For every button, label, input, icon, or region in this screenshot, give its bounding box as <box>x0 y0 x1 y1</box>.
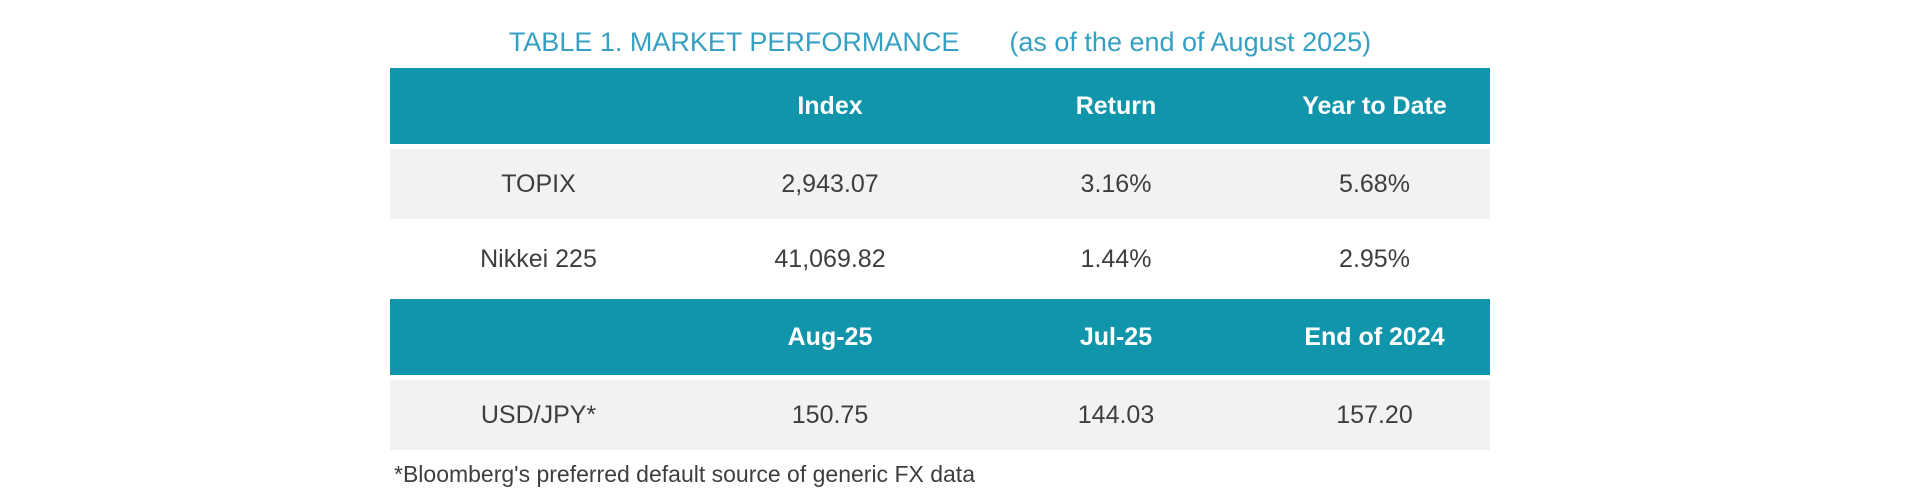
cell-usdjpy-end2024: 157.20 <box>1259 380 1490 450</box>
fx-header-row: Aug-25 Jul-25 End of 2024 <box>390 299 1490 375</box>
cell-usdjpy-aug: 150.75 <box>687 380 973 450</box>
header-blank-2 <box>390 299 687 375</box>
header-index: Index <box>687 68 973 144</box>
cell-nikkei-return: 1.44% <box>973 224 1259 294</box>
header-end-of-2024: End of 2024 <box>1259 299 1490 375</box>
market-performance-table: Index Return Year to Date TOPIX 2,943.07… <box>390 63 1490 455</box>
index-header-row: Index Return Year to Date <box>390 68 1490 144</box>
table-title-asof: (as of the end of August 2025) <box>1009 27 1372 57</box>
table-row-topix: TOPIX 2,943.07 3.16% 5.68% <box>390 149 1490 219</box>
header-jul-25: Jul-25 <box>973 299 1259 375</box>
header-blank-1 <box>390 68 687 144</box>
cell-usdjpy-jul: 144.03 <box>973 380 1259 450</box>
cell-usdjpy-label: USD/JPY* <box>390 380 687 450</box>
table-title: TABLE 1. MARKET PERFORMANCE (as of the e… <box>390 26 1490 58</box>
cell-topix-return: 3.16% <box>973 149 1259 219</box>
header-year-to-date: Year to Date <box>1259 68 1490 144</box>
table-title-main: TABLE 1. MARKET PERFORMANCE <box>508 27 960 57</box>
cell-topix-ytd: 5.68% <box>1259 149 1490 219</box>
cell-nikkei-index: 41,069.82 <box>687 224 973 294</box>
cell-nikkei-label: Nikkei 225 <box>390 224 687 294</box>
cell-nikkei-ytd: 2.95% <box>1259 224 1490 294</box>
cell-topix-index: 2,943.07 <box>687 149 973 219</box>
table-row-nikkei: Nikkei 225 41,069.82 1.44% 2.95% <box>390 224 1490 294</box>
header-aug-25: Aug-25 <box>687 299 973 375</box>
header-return: Return <box>973 68 1259 144</box>
fx-source-footnote: *Bloomberg's preferred default source of… <box>394 461 975 487</box>
cell-topix-label: TOPIX <box>390 149 687 219</box>
table-row-usdjpy: USD/JPY* 150.75 144.03 157.20 <box>390 380 1490 450</box>
